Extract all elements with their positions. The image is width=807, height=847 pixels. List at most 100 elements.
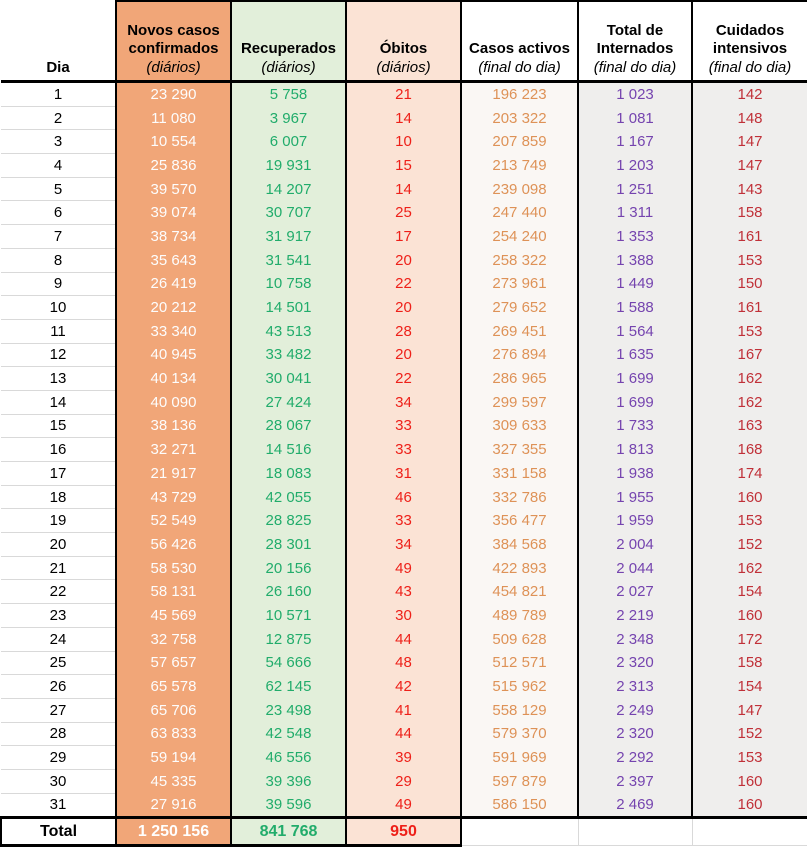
day-cell[interactable]: 28: [1, 722, 117, 747]
uci-cell[interactable]: 160: [692, 793, 807, 820]
recuperados-cell[interactable]: 39 396: [231, 769, 347, 794]
activos-cell[interactable]: 331 158: [461, 461, 579, 486]
novos-cell[interactable]: 27 916: [116, 793, 232, 820]
uci-cell[interactable]: 147: [692, 698, 807, 723]
activos-cell[interactable]: 356 477: [461, 508, 579, 533]
day-cell[interactable]: 18: [1, 485, 117, 510]
day-cell[interactable]: 3: [1, 129, 117, 155]
novos-cell[interactable]: 32 758: [116, 627, 232, 651]
novos-cell[interactable]: 40 090: [116, 390, 232, 415]
activos-cell[interactable]: 269 451: [461, 319, 579, 344]
day-cell[interactable]: 29: [1, 745, 117, 770]
recuperados-cell[interactable]: 19 931: [231, 153, 347, 178]
recuperados-cell[interactable]: 23 498: [231, 698, 347, 723]
obitos-cell[interactable]: 22: [346, 366, 462, 391]
activos-cell[interactable]: 384 568: [461, 532, 579, 557]
uci-cell[interactable]: 153: [692, 508, 807, 533]
day-cell[interactable]: 11: [1, 319, 117, 344]
recuperados-cell[interactable]: 30 041: [231, 366, 347, 391]
obitos-cell[interactable]: 29: [346, 769, 462, 794]
obitos-cell[interactable]: 22: [346, 272, 462, 296]
uci-cell[interactable]: 158: [692, 200, 807, 225]
activos-cell[interactable]: 276 894: [461, 343, 579, 367]
recuperados-cell[interactable]: 39 596: [231, 793, 347, 820]
day-cell[interactable]: 6: [1, 200, 117, 226]
obitos-cell[interactable]: 14: [346, 177, 462, 201]
novos-cell[interactable]: 25 836: [116, 153, 232, 178]
obitos-cell[interactable]: 31: [346, 461, 462, 486]
internados-cell[interactable]: 1 564: [578, 319, 693, 344]
uci-cell[interactable]: 147: [692, 129, 807, 154]
novos-cell[interactable]: 20 212: [116, 295, 232, 320]
obitos-cell[interactable]: 41: [346, 698, 462, 723]
novos-cell[interactable]: 32 271: [116, 437, 232, 462]
obitos-cell[interactable]: 25: [346, 200, 462, 225]
obitos-cell[interactable]: 15: [346, 153, 462, 178]
internados-cell[interactable]: 1 813: [578, 437, 693, 462]
day-cell[interactable]: 5: [1, 177, 117, 202]
novos-cell[interactable]: 39 570: [116, 177, 232, 201]
activos-cell[interactable]: 579 370: [461, 722, 579, 746]
day-cell[interactable]: 12: [1, 343, 117, 368]
day-cell[interactable]: 4: [1, 153, 117, 178]
recuperados-cell[interactable]: 27 424: [231, 390, 347, 415]
activos-cell[interactable]: 597 879: [461, 769, 579, 794]
activos-cell[interactable]: 299 597: [461, 390, 579, 415]
recuperados-cell[interactable]: 54 666: [231, 651, 347, 675]
recuperados-cell[interactable]: 33 482: [231, 343, 347, 367]
internados-cell[interactable]: 2 027: [578, 579, 693, 604]
uci-cell[interactable]: 152: [692, 532, 807, 557]
internados-cell[interactable]: 2 292: [578, 745, 693, 770]
header-obitos[interactable]: Óbitos (diários): [346, 0, 462, 83]
day-cell[interactable]: 19: [1, 508, 117, 534]
recuperados-cell[interactable]: 14 516: [231, 437, 347, 462]
recuperados-cell[interactable]: 42 055: [231, 485, 347, 509]
obitos-cell[interactable]: 20: [346, 295, 462, 320]
obitos-cell[interactable]: 17: [346, 224, 462, 249]
obitos-cell[interactable]: 33: [346, 437, 462, 462]
activos-cell[interactable]: 239 098: [461, 177, 579, 201]
uci-cell[interactable]: 162: [692, 366, 807, 391]
day-cell[interactable]: 27: [1, 698, 117, 723]
uci-cell[interactable]: 154: [692, 674, 807, 699]
day-cell[interactable]: 1: [1, 81, 117, 107]
novos-cell[interactable]: 33 340: [116, 319, 232, 344]
internados-cell[interactable]: 2 397: [578, 769, 693, 794]
obitos-cell[interactable]: 42: [346, 674, 462, 699]
day-cell[interactable]: 22: [1, 579, 117, 605]
recuperados-cell[interactable]: 10 571: [231, 603, 347, 628]
novos-cell[interactable]: 45 569: [116, 603, 232, 628]
obitos-cell[interactable]: 30: [346, 603, 462, 628]
activos-cell[interactable]: 327 355: [461, 437, 579, 462]
internados-cell[interactable]: 1 959: [578, 508, 693, 533]
uci-cell[interactable]: 160: [692, 769, 807, 794]
internados-cell[interactable]: 1 311: [578, 200, 693, 225]
day-cell[interactable]: 21: [1, 556, 117, 581]
internados-cell[interactable]: 1 203: [578, 153, 693, 178]
uci-cell[interactable]: 154: [692, 579, 807, 604]
recuperados-cell[interactable]: 28 825: [231, 508, 347, 533]
uci-cell[interactable]: 153: [692, 745, 807, 770]
activos-cell[interactable]: 309 633: [461, 414, 579, 438]
activos-cell[interactable]: 586 150: [461, 793, 579, 820]
day-cell[interactable]: 25: [1, 651, 117, 676]
recuperados-cell[interactable]: 18 083: [231, 461, 347, 486]
obitos-cell[interactable]: 33: [346, 508, 462, 533]
activos-cell[interactable]: 279 652: [461, 295, 579, 320]
day-cell[interactable]: 26: [1, 674, 117, 699]
day-cell[interactable]: 24: [1, 627, 117, 652]
internados-cell[interactable]: 1 955: [578, 485, 693, 509]
activos-cell[interactable]: 509 628: [461, 627, 579, 651]
header-cuidados-intensivos[interactable]: Cuidados intensivos (final do dia): [692, 0, 807, 83]
recuperados-cell[interactable]: 46 556: [231, 745, 347, 770]
internados-cell[interactable]: 1 938: [578, 461, 693, 486]
activos-cell[interactable]: 591 969: [461, 745, 579, 770]
total-novos-cell[interactable]: 1 250 156: [116, 817, 232, 847]
novos-cell[interactable]: 38 136: [116, 414, 232, 438]
novos-cell[interactable]: 35 643: [116, 248, 232, 272]
activos-cell[interactable]: 422 893: [461, 556, 579, 580]
obitos-cell[interactable]: 28: [346, 319, 462, 344]
novos-cell[interactable]: 56 426: [116, 532, 232, 557]
activos-cell[interactable]: 258 322: [461, 248, 579, 272]
internados-cell[interactable]: 2 320: [578, 651, 693, 675]
